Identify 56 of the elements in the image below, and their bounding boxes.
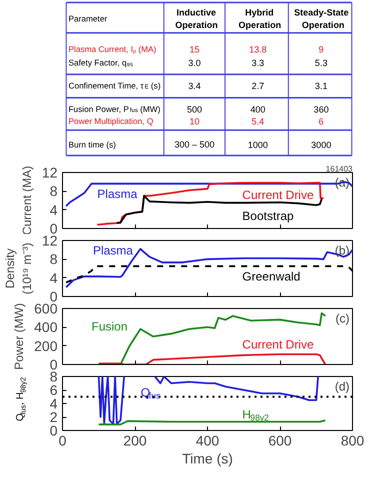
text: 6 [318, 116, 324, 127]
text: 400 [250, 104, 266, 114]
annotation: (d) [334, 380, 350, 394]
text: Power Multiplication, Q [68, 116, 154, 126]
text: Parameter [68, 14, 108, 24]
x-tick-label: 400 [196, 432, 220, 448]
text: 500 [186, 104, 202, 114]
text: 2.7 [252, 81, 264, 92]
x-tick-label: 600 [268, 432, 292, 448]
x-tick-label: 800 [340, 432, 364, 448]
chart-title: 161403 [326, 164, 354, 174]
text: Steady-State Operation [294, 8, 349, 30]
y-tick-label: 2 [50, 409, 58, 425]
x-axis-title: Time (s) [182, 450, 233, 466]
y-tick-label: 0 [50, 422, 58, 438]
series-label: Bootstrap [242, 209, 294, 224]
text: 3.3 [252, 58, 264, 68]
x-tick-label: 200 [123, 432, 147, 448]
text: 3.1 [314, 81, 328, 92]
text: Plasma Current, Iₚ (MA) [68, 44, 157, 54]
y-tick-label: 12 [42, 164, 58, 180]
series-label: Current Drive [242, 337, 314, 352]
text: Hybrid Operation [238, 8, 282, 30]
text: 1000 [248, 140, 268, 150]
annotation: (b) [334, 244, 350, 258]
y-tick-label: 200 [34, 338, 58, 354]
series-label: Current Drive [242, 188, 314, 202]
text: 15 [189, 44, 200, 55]
text: 3.0 [188, 58, 201, 68]
text: Safety Factor, q₉₅ [68, 57, 134, 68]
y-tick-label: 4 [50, 270, 58, 286]
series-label: Greenwald [242, 269, 300, 284]
text: Burn time (s) [68, 139, 116, 150]
series-label: Plasma [92, 244, 134, 258]
text: 9 [318, 44, 324, 55]
y-axis-title: Power (MW) [12, 303, 26, 370]
text: 3.4 [188, 81, 201, 92]
series-label: Plasma [97, 186, 138, 201]
text: 300 – 500 [174, 139, 214, 150]
text: Inductive Operation [175, 8, 218, 30]
text: 3000 [311, 140, 332, 150]
y-axis-title: Density (10¹⁹ m⁻³) [3, 242, 34, 294]
y-tick-label: 400 [34, 319, 58, 336]
y-tick-label: 8 [50, 183, 58, 200]
annotation: (c) [336, 312, 350, 326]
line-series [98, 353, 326, 364]
text: 5.4 [252, 116, 264, 127]
text: 5.3 [314, 58, 328, 68]
y-tick-label: 4 [50, 202, 58, 218]
text: 10 [189, 116, 200, 127]
y-tick-label: 6 [50, 382, 58, 398]
series-label: Fusion [92, 319, 128, 334]
y-tick-label: 8 [50, 251, 58, 268]
text: 360 [314, 104, 329, 114]
y-tick-label: 4 [50, 396, 58, 412]
text: 13.8 [249, 44, 267, 55]
